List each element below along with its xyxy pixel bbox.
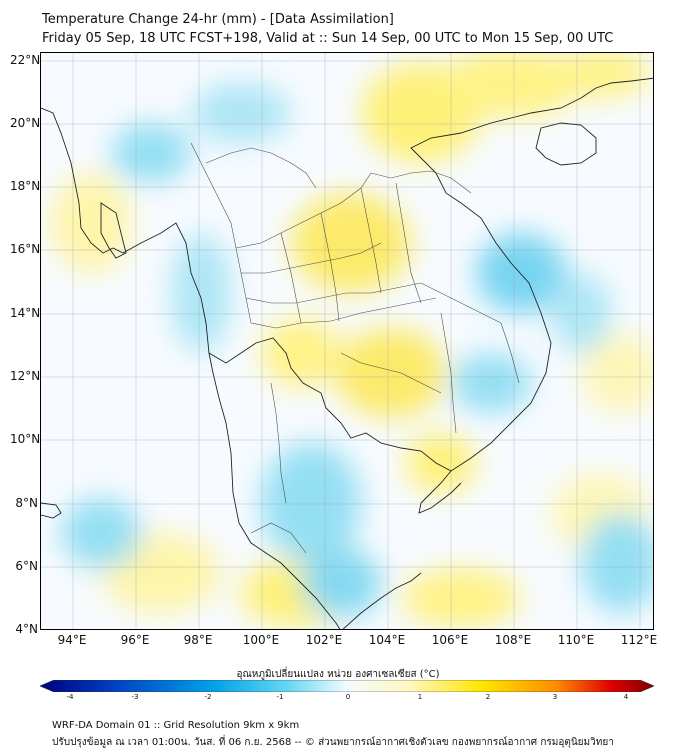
temperature-change-map: [41, 53, 653, 629]
lat-label: 14°N: [10, 306, 41, 320]
graticule: [41, 53, 653, 629]
lon-label: 106°E: [431, 633, 469, 647]
colorbar-label: อุณหภูมิเปลี่ยนแปลง หน่วย องศาเซลเซียส (…: [236, 669, 440, 680]
lat-label: 12°N: [10, 369, 41, 383]
lon-label: 110°E: [557, 633, 595, 647]
footer-credit: ปรับปรุงข้อมูล ณ เวลา 01:00น. วันส. ที่ …: [52, 737, 614, 748]
chart-subtitle: Friday 05 Sep, 18 UTC FCST+198, Valid at…: [42, 31, 614, 46]
lat-label: 4°N: [15, 622, 38, 636]
coastlines: [41, 77, 653, 629]
lat-label: 8°N: [15, 496, 38, 510]
lon-label: 94°E: [57, 633, 87, 647]
colorbar-tick: -3: [131, 693, 139, 701]
lat-label: 6°N: [15, 559, 38, 573]
lon-label: 100°E: [242, 633, 280, 647]
colorbar-gradient: [40, 680, 654, 692]
lon-label: 96°E: [120, 633, 150, 647]
colorbar-tick: 0: [345, 693, 351, 701]
lat-label: 20°N: [10, 116, 41, 130]
lat-label: 10°N: [10, 432, 41, 446]
lat-label: 18°N: [10, 179, 41, 193]
colorbar-tick: 4: [623, 693, 629, 701]
lat-label: 22°N: [10, 53, 41, 67]
colorbar-tick: 1: [417, 693, 423, 701]
temperature-field: [51, 53, 653, 628]
lon-label: 112°E: [620, 633, 658, 647]
lon-label: 98°E: [183, 633, 213, 647]
chart-title: Temperature Change 24-hr (mm) - [Data As…: [42, 12, 394, 27]
footer-model-info: WRF-DA Domain 01 :: Grid Resolution 9km …: [52, 720, 300, 731]
map-panel[interactable]: [40, 52, 654, 630]
lon-label: 108°E: [494, 633, 532, 647]
colorbar-tick: 2: [485, 693, 491, 701]
lon-label: 102°E: [305, 633, 343, 647]
lat-label: 16°N: [10, 242, 41, 256]
colorbar-tick: 3: [552, 693, 558, 701]
lon-label: 104°E: [368, 633, 406, 647]
colorbar-tick: -2: [204, 693, 212, 701]
admin-borders: [190, 142, 520, 554]
colorbar: [40, 680, 654, 692]
colorbar-tick: -1: [276, 693, 284, 701]
colorbar-tick: -4: [66, 693, 74, 701]
